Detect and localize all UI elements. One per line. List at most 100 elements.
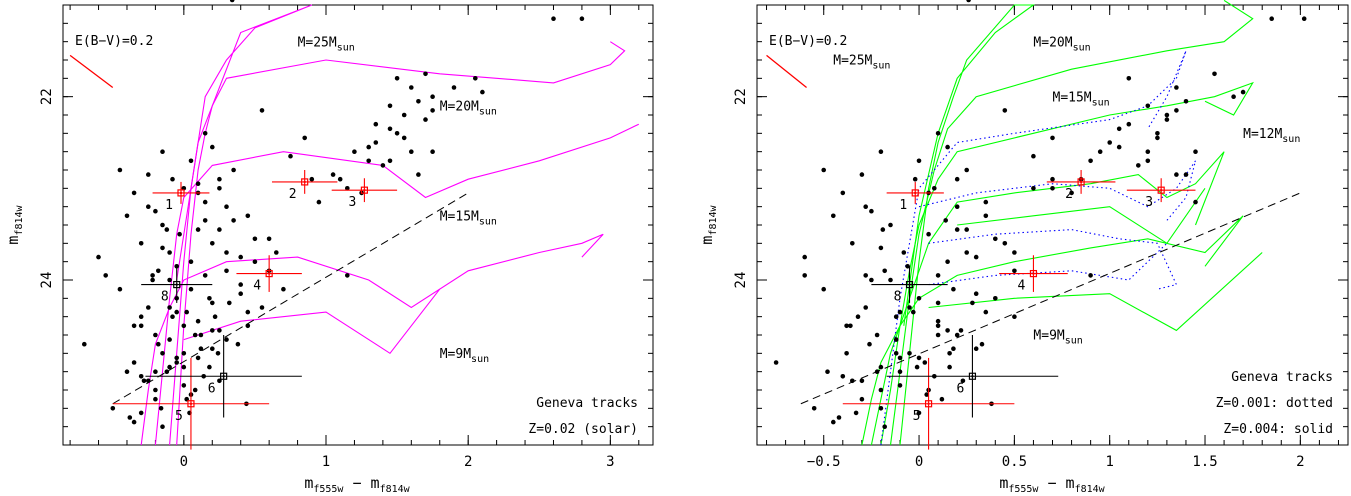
x-tick-label: 1 [322, 454, 330, 470]
error-point-label: 6 [957, 381, 965, 396]
data-point [160, 424, 165, 430]
track-25 [176, 4, 313, 446]
data-point [160, 149, 165, 154]
data-point [947, 364, 952, 370]
data-point [181, 364, 187, 370]
mass-label: M=15Msun [1053, 90, 1110, 108]
mass-label-sub: sun [337, 42, 355, 53]
x-axis-label: mf555w − mf814w [999, 474, 1105, 495]
error-point-label: 3 [348, 195, 356, 210]
error-point-center [180, 191, 182, 194]
data-point [224, 268, 229, 274]
data-point [1301, 16, 1307, 22]
data-point [802, 254, 807, 260]
data-point [916, 296, 922, 301]
data-point [373, 121, 379, 127]
data-point [156, 341, 161, 347]
data-point [198, 346, 204, 352]
data-point [409, 85, 414, 90]
data-point [330, 172, 336, 177]
data-point [966, 0, 971, 3]
error-point-marker [968, 372, 977, 380]
data-point [103, 273, 108, 278]
data-point [188, 286, 194, 292]
mass-label-sub: sun [479, 106, 497, 117]
x-tick-label: 2 [1296, 454, 1304, 470]
data-point [869, 277, 874, 283]
data-point [192, 332, 198, 338]
x-tick-label: 1.5 [1192, 454, 1217, 470]
data-point [401, 112, 407, 118]
data-point [217, 227, 222, 232]
data-point [217, 176, 222, 182]
track-20 [169, 41, 626, 446]
reddening-label: E(B−V)=0.2 [769, 34, 847, 49]
data-point [366, 144, 372, 150]
data-point [1050, 135, 1055, 141]
data-point [281, 286, 286, 292]
data-point [973, 291, 979, 297]
data-point [983, 213, 989, 219]
data-point [914, 364, 920, 370]
data-point [167, 250, 172, 255]
data-point [825, 369, 830, 375]
data-point [935, 273, 941, 278]
y-tick-label: 22 [733, 88, 749, 105]
data-point [878, 406, 884, 411]
mass-label-sub: sun [471, 354, 489, 365]
mass-label-main: M=15M [440, 209, 479, 224]
data-point [983, 309, 989, 315]
data-point [922, 360, 928, 365]
data-point [954, 204, 960, 209]
data-point [480, 89, 485, 95]
data-point [316, 199, 322, 205]
data-point [387, 158, 393, 164]
mass-label: M=9Msun [440, 347, 489, 365]
data-point [945, 328, 950, 333]
mass-label-main: M=25M [833, 54, 872, 69]
data-point [579, 16, 585, 22]
x-tick-label: 0.5 [1002, 454, 1027, 470]
error-point-marker [1077, 178, 1085, 186]
data-point [1069, 190, 1074, 196]
data-point [954, 332, 960, 338]
data-point [146, 172, 151, 177]
data-point [1193, 149, 1198, 154]
data-point [138, 323, 144, 329]
data-point [897, 383, 903, 388]
error-point-label: 8 [161, 290, 169, 305]
data-point [156, 268, 161, 274]
data-point [939, 396, 945, 402]
mass-label: M=9Msun [1033, 329, 1082, 347]
data-point [863, 273, 868, 278]
error-point-label: 1 [165, 198, 173, 213]
data-point [1088, 158, 1093, 164]
mass-label: M=25Msun [833, 54, 890, 72]
data-point [170, 314, 175, 320]
data-point [1174, 172, 1179, 177]
x-axis-label: mf555w − mf814w [304, 474, 410, 495]
data-point [888, 277, 893, 283]
data-point [880, 227, 886, 232]
data-point [387, 103, 393, 109]
error-point-center [268, 272, 271, 275]
track-dotted-z001b [918, 160, 1197, 221]
data-point [951, 346, 956, 352]
data-point [245, 213, 251, 219]
data-point [1031, 186, 1036, 191]
data-point [993, 236, 998, 242]
data-point [897, 355, 903, 361]
data-point [210, 144, 215, 150]
error-point-marker [265, 269, 273, 278]
data-point [1174, 108, 1179, 113]
data-point [897, 369, 903, 375]
data-point [352, 149, 357, 154]
y-axis-label: mf814w [698, 204, 719, 244]
data-point [210, 346, 215, 352]
x-tick-label: 0 [180, 454, 188, 470]
data-point [430, 94, 435, 99]
caption-line: Geneva tracks [536, 396, 638, 411]
data-point [1126, 121, 1132, 127]
data-point [170, 176, 175, 182]
data-point [932, 186, 937, 191]
